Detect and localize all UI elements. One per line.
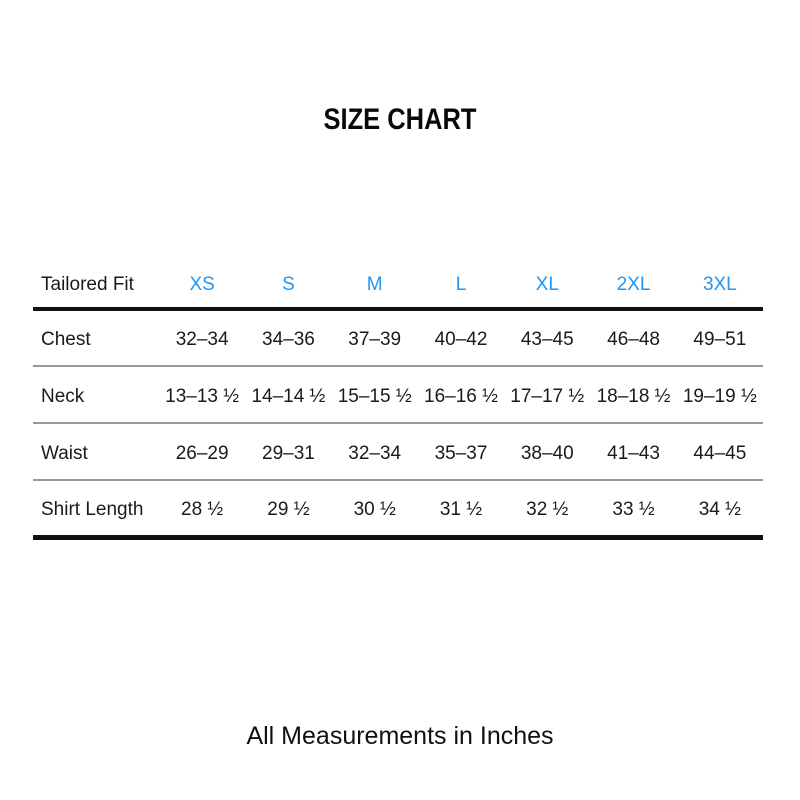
table-row-shirt-length: Shirt Length 28 ½ 29 ½ 30 ½ 31 ½ 32 ½ 33… [33,480,763,537]
measurement-cell: 32–34 [175,329,229,350]
measurement-cell: 38–40 [520,442,574,464]
measurement-cell: 44–45 [693,442,747,464]
size-table: Tailored Fit XS S M L XL 2XL 3XL Chest 3… [33,263,763,540]
measurement-cell: 28 ½ [181,498,224,520]
measurement-cell: 31 ½ [439,498,483,520]
units-note: All Measurements in Inches [246,722,554,750]
measurement-cell: 34 ½ [698,498,741,520]
measurement-cell: 16–16 ½ [424,385,498,407]
measurement-cell: 13–13 ½ [165,385,240,407]
measurement-cell: 18–18 ½ [596,385,671,407]
measurement-cell: 14–14 ½ [251,385,326,407]
measurement-cell: 15–15 ½ [337,385,412,407]
measurement-cell: 30 ½ [353,498,396,520]
measurement-cell: 26–29 [175,442,229,464]
measurement-cell: 32 ½ [526,498,569,520]
measurement-cell: 35–37 [434,442,488,464]
measurement-cell: 29 ½ [267,498,310,520]
size-table-header-row: Tailored Fit XS S M L XL 2XL 3XL [33,263,763,309]
size-column-header-l: L [455,274,467,295]
row-label-waist: Waist [41,442,88,464]
row-label-neck: Neck [41,385,85,407]
row-label-chest: Chest [41,329,91,350]
measurement-cell: 34–36 [262,329,315,350]
measurement-cell: 29–31 [262,442,315,464]
size-column-header-m: M [366,274,383,295]
measurement-cell: 17–17 ½ [510,385,585,407]
size-table-container: Tailored Fit XS S M L XL 2XL 3XL Chest 3… [33,263,763,540]
size-column-header-2xl: 2XL [616,274,651,295]
measurement-cell: 19–19 ½ [682,385,757,407]
size-column-header-xs: XS [189,274,215,295]
size-column-header-xl: XL [535,274,559,295]
table-row-waist: Waist 26–29 29–31 32–34 35–37 38–40 41–4… [33,423,763,480]
measurement-cell: 32–34 [348,442,402,464]
size-column-header-s: S [282,274,295,295]
table-row-chest: Chest 32–34 34–36 37–39 40–42 43–45 46–4… [33,309,763,366]
measurement-cell: 40–42 [434,329,488,350]
measurement-cell: 37–39 [348,329,402,350]
measurement-cell: 46–48 [607,329,660,350]
measurement-cell: 49–51 [693,329,747,350]
fit-type-label: Tailored Fit [41,274,134,295]
table-row-neck: Neck 13–13 ½ 14–14 ½ 15–15 ½ 16–16 ½ 17–… [33,366,763,423]
measurement-cell: 43–45 [520,329,574,350]
row-label-shirt-length: Shirt Length [41,498,144,520]
measurement-cell: 33 ½ [612,498,655,520]
page-title: SIZE CHART [323,103,477,136]
measurement-cell: 41–43 [607,442,660,464]
size-column-header-3xl: 3XL [702,274,737,295]
